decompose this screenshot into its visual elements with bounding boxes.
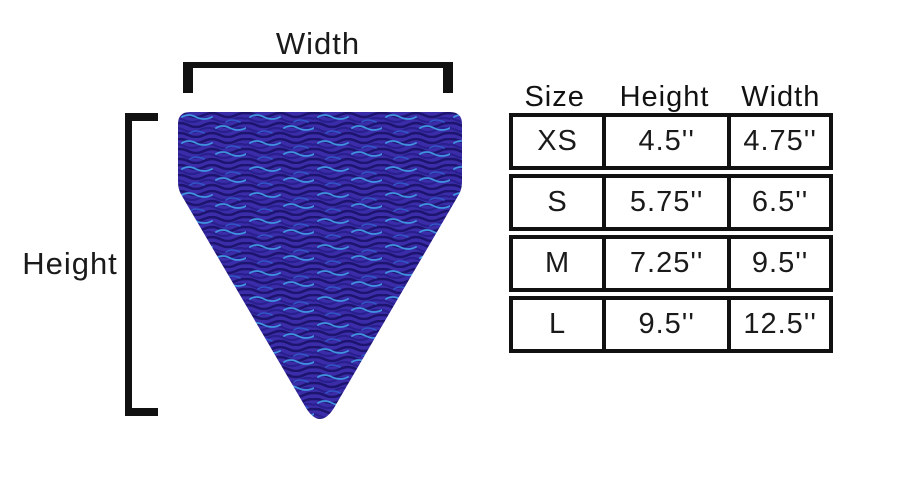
width-cell: 9.5''	[727, 239, 829, 288]
width-cell: 12.5''	[727, 300, 829, 349]
height-cell: 7.25''	[602, 239, 727, 288]
size-cell: XS	[537, 125, 578, 157]
width-cell: 4.75''	[727, 117, 829, 166]
height-cell: 4.5''	[602, 117, 727, 166]
bandana-outline	[178, 112, 462, 419]
table-row-l: L 9.5'' 12.5''	[509, 296, 833, 353]
width-dimension-label: Width	[275, 26, 361, 61]
height-bracket	[125, 113, 158, 416]
size-cell: S	[547, 186, 568, 218]
height-cell: 9.5''	[602, 300, 727, 349]
table-row-s: S 5.75'' 6.5''	[509, 174, 833, 231]
height-dimension-label: Height	[22, 246, 118, 281]
table-row-xs: XS 4.5'' 4.75''	[509, 113, 833, 170]
column-header-height: Height	[619, 81, 710, 113]
height-cell: 5.75''	[602, 178, 727, 227]
table-row-m: M 7.25'' 9.5''	[509, 235, 833, 292]
width-bracket	[183, 62, 453, 93]
bandana-fabric-swatch	[178, 112, 462, 419]
size-table-headers: Size Height Width	[509, 82, 833, 112]
size-cell: L	[548, 308, 567, 340]
column-header-size: Size	[524, 81, 585, 113]
size-cell: M	[544, 247, 571, 279]
width-cell: 6.5''	[727, 178, 829, 227]
column-header-width: Width	[741, 81, 821, 113]
size-table: XS 4.5'' 4.75'' S 5.75'' 6.5'' M 7.25'' …	[509, 113, 833, 353]
